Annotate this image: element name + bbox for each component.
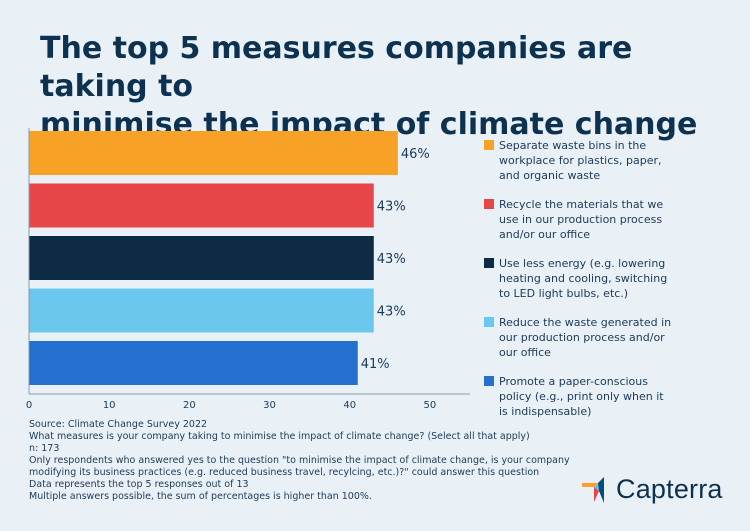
legend-label-line: our production process and/or xyxy=(499,331,665,344)
legend-swatch xyxy=(484,376,494,386)
bar xyxy=(29,341,358,385)
x-tick-label: 10 xyxy=(103,400,116,411)
bar xyxy=(29,131,398,175)
legend-swatch xyxy=(484,317,494,327)
bar-value-label: 46% xyxy=(401,147,430,162)
legend-label-line: to LED light bulbs, etc.) xyxy=(499,287,629,300)
brand-name: Capterra xyxy=(616,474,723,504)
legend-label-line: and/or our office xyxy=(499,228,591,241)
bar-value-label: 41% xyxy=(361,357,390,372)
legend: Separate waste bins in the workplace for… xyxy=(484,138,684,433)
bar-value-label: 43% xyxy=(377,252,406,267)
bar-value-label: 43% xyxy=(377,200,406,215)
legend-label-line: workplace for plastics, paper, xyxy=(499,154,662,167)
legend-label-line: policy (e.g., print only when it xyxy=(499,390,664,403)
legend-label-line: Use less energy (e.g. lowering xyxy=(499,257,666,270)
legend-label-line: and organic waste xyxy=(499,169,601,182)
chart-title-line: The top 5 measures companies are taking … xyxy=(40,31,633,104)
footnotes: Source: Climate Change Survey 2022 What … xyxy=(29,419,570,503)
footnote-respondents-cont: modifying its business practices (e.g. r… xyxy=(29,467,540,478)
legend-label-line: Reduce the waste generated in xyxy=(499,316,672,329)
legend-item: Promote a paper-conscious policy (e.g., … xyxy=(484,374,684,419)
chart-title: The top 5 measures companies are taking … xyxy=(40,30,730,144)
legend-label-line: Separate waste bins in the xyxy=(499,139,647,152)
capterra-logo: Capterra xyxy=(582,474,723,505)
footnote-multiple-answers: Multiple answers possible, the sum of pe… xyxy=(29,491,372,502)
x-tick-label: 50 xyxy=(424,400,437,411)
footnote-source: Source: Climate Change Survey 2022 xyxy=(29,419,208,430)
legend-label-line: heating and cooling, switching xyxy=(499,272,668,285)
legend-item: Use less energy (e.g. lowering heating a… xyxy=(484,256,684,301)
x-tick-label: 40 xyxy=(343,400,356,411)
legend-item: Recycle the materials that we use in our… xyxy=(484,197,684,242)
legend-swatch xyxy=(484,199,494,209)
legend-label-line: Recycle the materials that we xyxy=(499,198,664,211)
legend-item: Reduce the waste generated in our produc… xyxy=(484,315,684,360)
footnote-top-responses: Data represents the top 5 responses out … xyxy=(29,479,249,490)
footnote-question: What measures is your company taking to … xyxy=(29,431,530,442)
legend-swatch xyxy=(484,140,494,150)
x-tick-label: 0 xyxy=(26,400,32,411)
bar xyxy=(29,288,374,333)
legend-label-line: use in our production process xyxy=(499,213,663,226)
legend-item: Separate waste bins in the workplace for… xyxy=(484,138,684,183)
footnote-respondents: Only respondents who answered yes to the… xyxy=(29,455,570,466)
capterra-logo-icon xyxy=(582,476,604,503)
x-tick-label: 30 xyxy=(263,400,276,411)
x-tick-label: 20 xyxy=(183,400,196,411)
legend-swatch xyxy=(484,258,494,268)
legend-label-line: Promote a paper-conscious xyxy=(499,375,648,388)
bar xyxy=(29,236,374,280)
bar-value-label: 43% xyxy=(377,305,406,320)
footnote-sample-size: n: 173 xyxy=(29,443,60,454)
bar xyxy=(29,183,374,228)
legend-label-line: our office xyxy=(499,346,551,359)
legend-label-line: is indispensable) xyxy=(499,405,592,418)
